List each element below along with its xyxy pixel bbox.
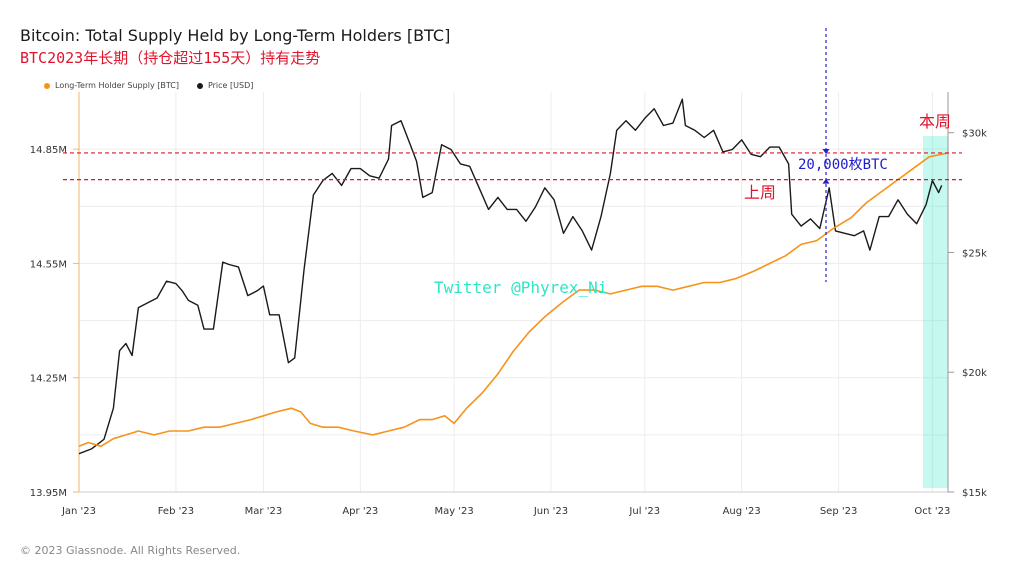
annotation-diff: 20,000枚BTC [798, 157, 888, 173]
x-tick-label: Sep '23 [820, 506, 858, 517]
copyright-footer: © 2023 Glassnode. All Rights Reserved. [20, 544, 241, 557]
x-tick-label: Mar '23 [245, 506, 283, 517]
x-tick-label: Feb '23 [158, 506, 194, 517]
y-left-tick-label: 13.95M [30, 488, 67, 499]
y-right-tick-label: $25k [962, 248, 987, 259]
legend-label: Price [USD] [207, 81, 254, 90]
x-tick-label: Jul '23 [628, 506, 660, 517]
y-right-tick-label: $30k [962, 129, 987, 140]
y-left-tick-label: 14.85M [30, 145, 67, 156]
chart-subtitle: BTC2023年长期（持仓超过155天）持有走势 [20, 49, 321, 67]
legend-item-lth-supply[interactable]: Long-Term Holder Supply [BTC] [44, 81, 179, 90]
series-line-price [78, 98, 943, 455]
y-right-tick-label: $20k [962, 368, 987, 379]
y-left-tick-label: 14.55M [30, 259, 67, 270]
legend-swatch-black [196, 82, 203, 89]
annotation-last-week: 上周 [744, 183, 776, 202]
legend-swatch-orange [44, 82, 50, 89]
x-tick-label: Jun '23 [533, 506, 568, 517]
y-left-tick-label: 14.25M [30, 374, 67, 385]
legend: Long-Term Holder Supply [BTC] Price [USD… [44, 81, 253, 90]
x-tick-label: Jan '23 [61, 506, 96, 517]
series-line-lth-supply [78, 152, 949, 448]
diff-arrow-top [822, 148, 830, 154]
x-tick-label: Apr '23 [342, 506, 378, 517]
current-week-highlight [922, 136, 948, 488]
x-tick-label: Aug '23 [723, 506, 761, 517]
x-tick-label: May '23 [434, 506, 473, 517]
gridlines [79, 92, 948, 492]
diff-arrow-bottom [822, 178, 830, 184]
x-tick-label: Oct '23 [914, 506, 950, 517]
chart-title: Bitcoin: Total Supply Held by Long-Term … [20, 26, 451, 45]
y-right-tick-label: $15k [962, 488, 987, 499]
legend-label: Long-Term Holder Supply [BTC] [55, 81, 179, 90]
legend-item-price[interactable]: Price [USD] [196, 81, 254, 90]
watermark-text: Twitter @Phyrex_Ni [434, 278, 607, 297]
annotation-this-week: 本周 [919, 112, 951, 131]
